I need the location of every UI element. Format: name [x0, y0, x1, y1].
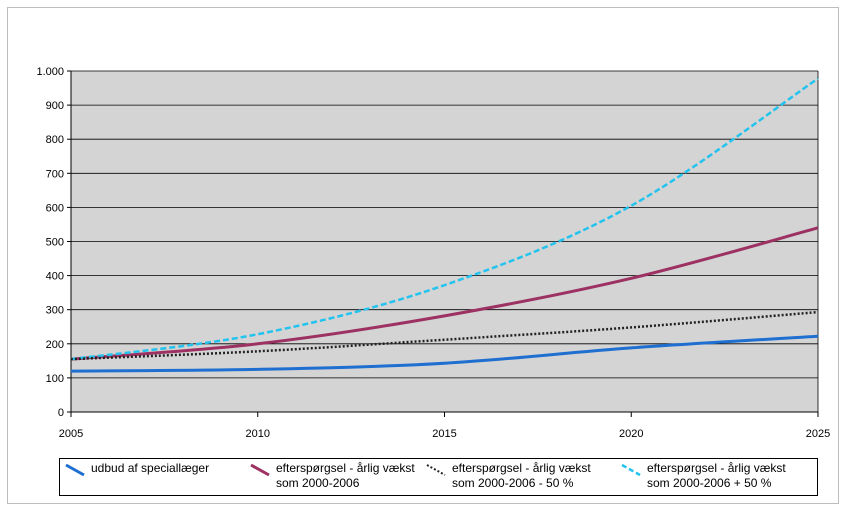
y-tick-label: 800 [46, 134, 64, 146]
y-tick-label: 1.000 [36, 66, 64, 78]
legend-label-demand-plus-50: efterspørgsel - årlig vækst som 2000-200… [647, 461, 786, 490]
x-tick-label: 2005 [59, 428, 83, 440]
gridlines [71, 70, 818, 379]
series-line-supply [70, 334, 819, 373]
x-tick-label: 2010 [246, 428, 270, 440]
series-lines [70, 77, 819, 373]
series-line-demand-minus-50 [70, 310, 819, 361]
y-tick-label: 0 [58, 407, 64, 419]
y-tick-label: 600 [46, 202, 64, 214]
y-tick-label: 700 [46, 168, 64, 180]
legend-swatch-supply [65, 463, 85, 477]
legend-swatch-demand-plus-50 [621, 463, 641, 477]
series-line-demand-plus-50 [70, 77, 819, 361]
x-tick-label: 2020 [619, 428, 643, 440]
y-tick-label: 400 [46, 271, 64, 283]
y-tick-label: 100 [46, 373, 64, 385]
x-tick-label: 2025 [806, 428, 830, 440]
series-line-demand [70, 226, 819, 361]
y-tick-labels: 0 100 200 300 400 500 600 700 800 900 1.000 [36, 66, 64, 419]
axes [67, 70, 819, 417]
y-tick-label: 300 [46, 305, 64, 317]
y-tick-label: 900 [46, 100, 64, 112]
x-tick-label: 2015 [432, 428, 456, 440]
x-tick-labels: 2005 2010 2015 2020 2025 [59, 428, 830, 440]
y-tick-label: 500 [46, 237, 64, 249]
legend: udbud af speciallæger efterspørgsel - år… [59, 458, 818, 496]
y-tick-label: 200 [46, 339, 64, 351]
legend-swatch-demand [250, 463, 270, 477]
legend-label-demand: efterspørgsel - årlig vækst som 2000-200… [276, 461, 415, 490]
legend-label-supply: udbud af speciallæger [91, 461, 210, 475]
legend-swatch-demand-minus-50 [426, 464, 446, 476]
legend-label-demand-minus-50: efterspørgsel - årlig vækst som 2000-200… [452, 461, 591, 490]
